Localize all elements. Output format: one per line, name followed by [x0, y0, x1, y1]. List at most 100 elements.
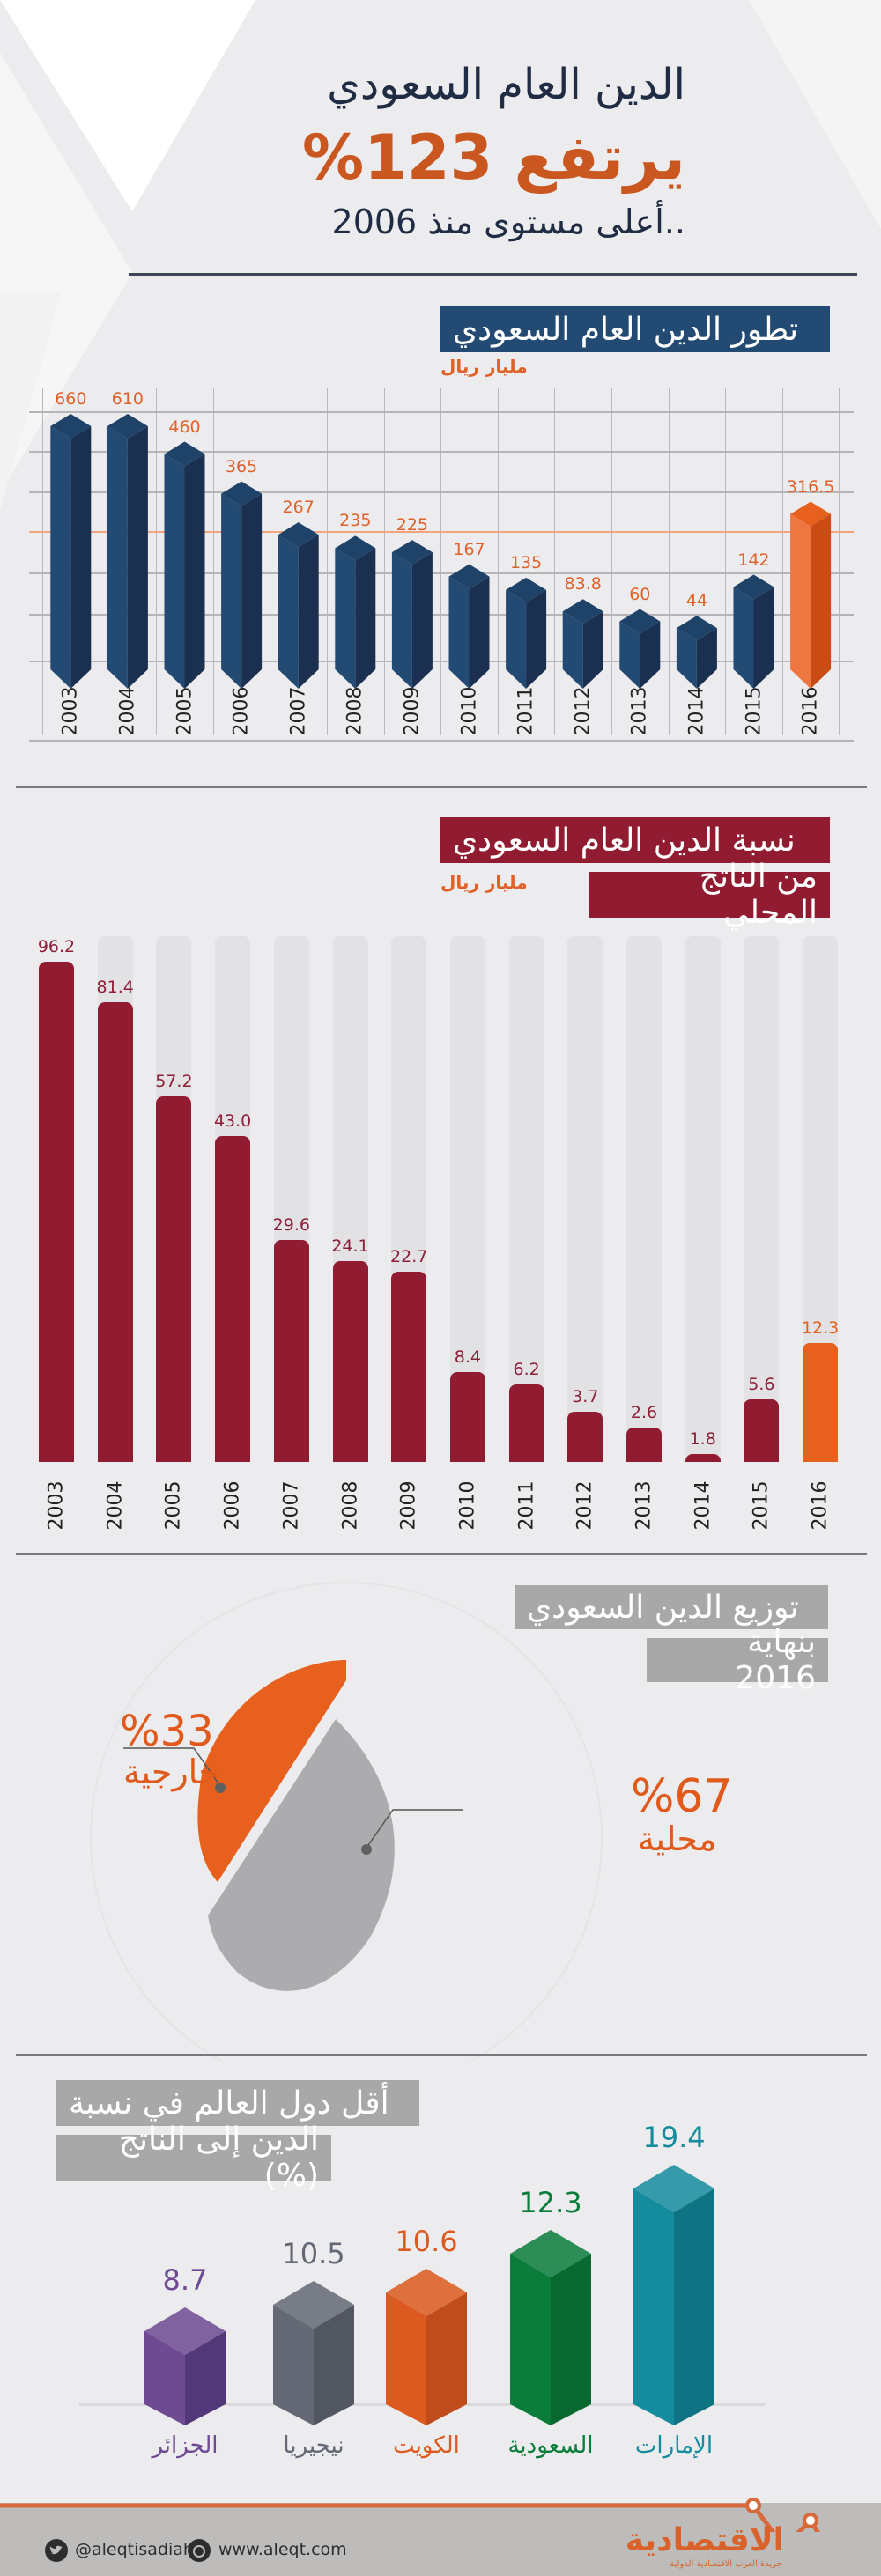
- section3-title-line2: بنهاية 2016: [735, 1624, 816, 1696]
- twitter-icon[interactable]: [44, 2538, 69, 2563]
- section2-title-line1: نسبة الدين العام السعودي: [453, 822, 796, 859]
- grid-vline: [212, 388, 214, 735]
- bar-2004: [107, 414, 148, 689]
- headline-line2: يرتفع 123%: [302, 122, 685, 194]
- value-label: 10.6: [395, 2225, 458, 2258]
- domestic-label: محلية: [638, 1819, 717, 1858]
- bar-2011: [506, 577, 547, 689]
- bar-2003: [39, 962, 74, 1462]
- domestic-pct: %67: [631, 1770, 733, 1823]
- value-label: 22.7: [390, 1247, 428, 1266]
- country-label: الجزائر: [152, 2432, 218, 2459]
- bar-2008: [332, 1261, 368, 1462]
- bar-2010: [449, 1372, 485, 1462]
- grid-vline: [839, 388, 840, 735]
- value-label: 610: [111, 389, 144, 409]
- website-link[interactable]: www.aleqt.com: [218, 2540, 347, 2559]
- footer-trend-line: [0, 2498, 820, 2532]
- grid-hline: [29, 451, 854, 453]
- bar-2014: [676, 616, 717, 689]
- bar-2007: [278, 522, 319, 689]
- value-label: 83.8: [564, 574, 602, 594]
- pie-slice-domestic: [208, 1719, 395, 1991]
- value-label: 225: [396, 515, 429, 535]
- value-label: 2.6: [630, 1403, 658, 1422]
- grid-hline: [29, 491, 854, 493]
- divider-header: [129, 273, 857, 276]
- bar-2003: [50, 414, 92, 689]
- value-label: 1.8: [689, 1429, 716, 1449]
- value-label: 460: [168, 417, 201, 437]
- grid-vline: [668, 388, 670, 735]
- section3-title-box-1: توزيع الدين السعودي: [515, 1585, 828, 1629]
- value-label: 167: [453, 539, 485, 559]
- section4-title-box-2: الدين إلى الناتج (%): [56, 2122, 331, 2194]
- section2-title-box-2: من الناتج المحلي: [589, 859, 830, 931]
- bar-2012: [567, 1412, 603, 1462]
- bar-track: [567, 936, 603, 1462]
- section2-title-box-1: نسبة الدين العام السعودي: [440, 817, 830, 863]
- bar-2009: [391, 540, 433, 689]
- section1-title-box: تطور الدين العام السعودي: [440, 306, 830, 352]
- external-pct: %33: [120, 1707, 214, 1756]
- country-label: السعودية: [507, 2432, 594, 2459]
- bar-track: [626, 936, 662, 1462]
- section2-unit: مليار ريال: [440, 872, 528, 893]
- grid-vline: [156, 388, 158, 735]
- country-label: الكويت: [393, 2432, 460, 2459]
- country-label: الإمارات: [634, 2432, 714, 2459]
- value-label: 60: [629, 584, 651, 604]
- bar-2007: [273, 1240, 309, 1462]
- headline-line1: الدين العام السعودي: [327, 60, 685, 109]
- website-icon: [188, 2539, 211, 2562]
- country-label: نيجيريا: [283, 2432, 344, 2459]
- bar-2015: [744, 1399, 780, 1462]
- bar-country: [273, 2281, 354, 2425]
- headline-line3: ..أعلى مستوى منذ 2006: [331, 203, 685, 241]
- value-label: 267: [282, 498, 315, 518]
- value-label: 96.2: [37, 937, 76, 956]
- value-label: 660: [55, 389, 87, 409]
- bar-2012: [562, 599, 603, 689]
- divider-section2: [16, 1553, 867, 1555]
- value-label: 24.1: [331, 1236, 369, 1256]
- twitter-handle[interactable]: @aleqtisadiah: [75, 2540, 194, 2559]
- value-label: 12.3: [801, 1318, 840, 1338]
- section3-title-box-2: بنهاية 2016: [647, 1624, 828, 1696]
- grid-vline: [554, 388, 556, 735]
- section4-title-line1: أقل دول العالم في نسبة: [69, 2085, 389, 2122]
- bar-2006: [215, 1136, 251, 1462]
- divider-section1: [16, 786, 867, 788]
- footer: @aleqtisadiah www.aleqt.com الاقتصادية ج…: [0, 2498, 881, 2576]
- value-label: 6.2: [513, 1360, 540, 1379]
- grid-hline: [29, 661, 854, 662]
- bar-country: [633, 2165, 714, 2425]
- section1-title: تطور الدين العام السعودي: [453, 311, 799, 348]
- value-label: 235: [339, 511, 372, 531]
- value-label: 3.7: [572, 1387, 599, 1406]
- value-label: 29.6: [272, 1215, 310, 1235]
- bar-2008: [335, 535, 376, 689]
- chart1-bars: [50, 414, 832, 689]
- value-label: 8.4: [454, 1347, 481, 1367]
- bar-2005: [164, 441, 205, 689]
- bar-2006: [221, 481, 263, 689]
- section4-title-box-1: أقل دول العالم في نسبة: [56, 2080, 419, 2126]
- value-label: 142: [737, 550, 770, 570]
- bar-2013: [619, 609, 661, 689]
- value-label: 81.4: [96, 978, 134, 997]
- bar-2014: [685, 1454, 721, 1462]
- grid-hline: [29, 572, 854, 574]
- value-label: 316.5: [786, 476, 835, 497]
- section2-title-line2: من الناتج المحلي: [699, 859, 818, 931]
- grid-vline: [327, 388, 328, 735]
- section3-title-line1: توزيع الدين السعودي: [527, 1589, 799, 1626]
- grid-hline: [29, 411, 854, 413]
- grid-hline: [29, 740, 854, 742]
- grid-vline: [440, 388, 442, 735]
- grid-vline: [383, 388, 385, 735]
- logo: الاقتصادية: [625, 2522, 784, 2558]
- section4-title-line2: الدين إلى الناتج (%): [118, 2122, 319, 2194]
- bar-country: [510, 2230, 591, 2425]
